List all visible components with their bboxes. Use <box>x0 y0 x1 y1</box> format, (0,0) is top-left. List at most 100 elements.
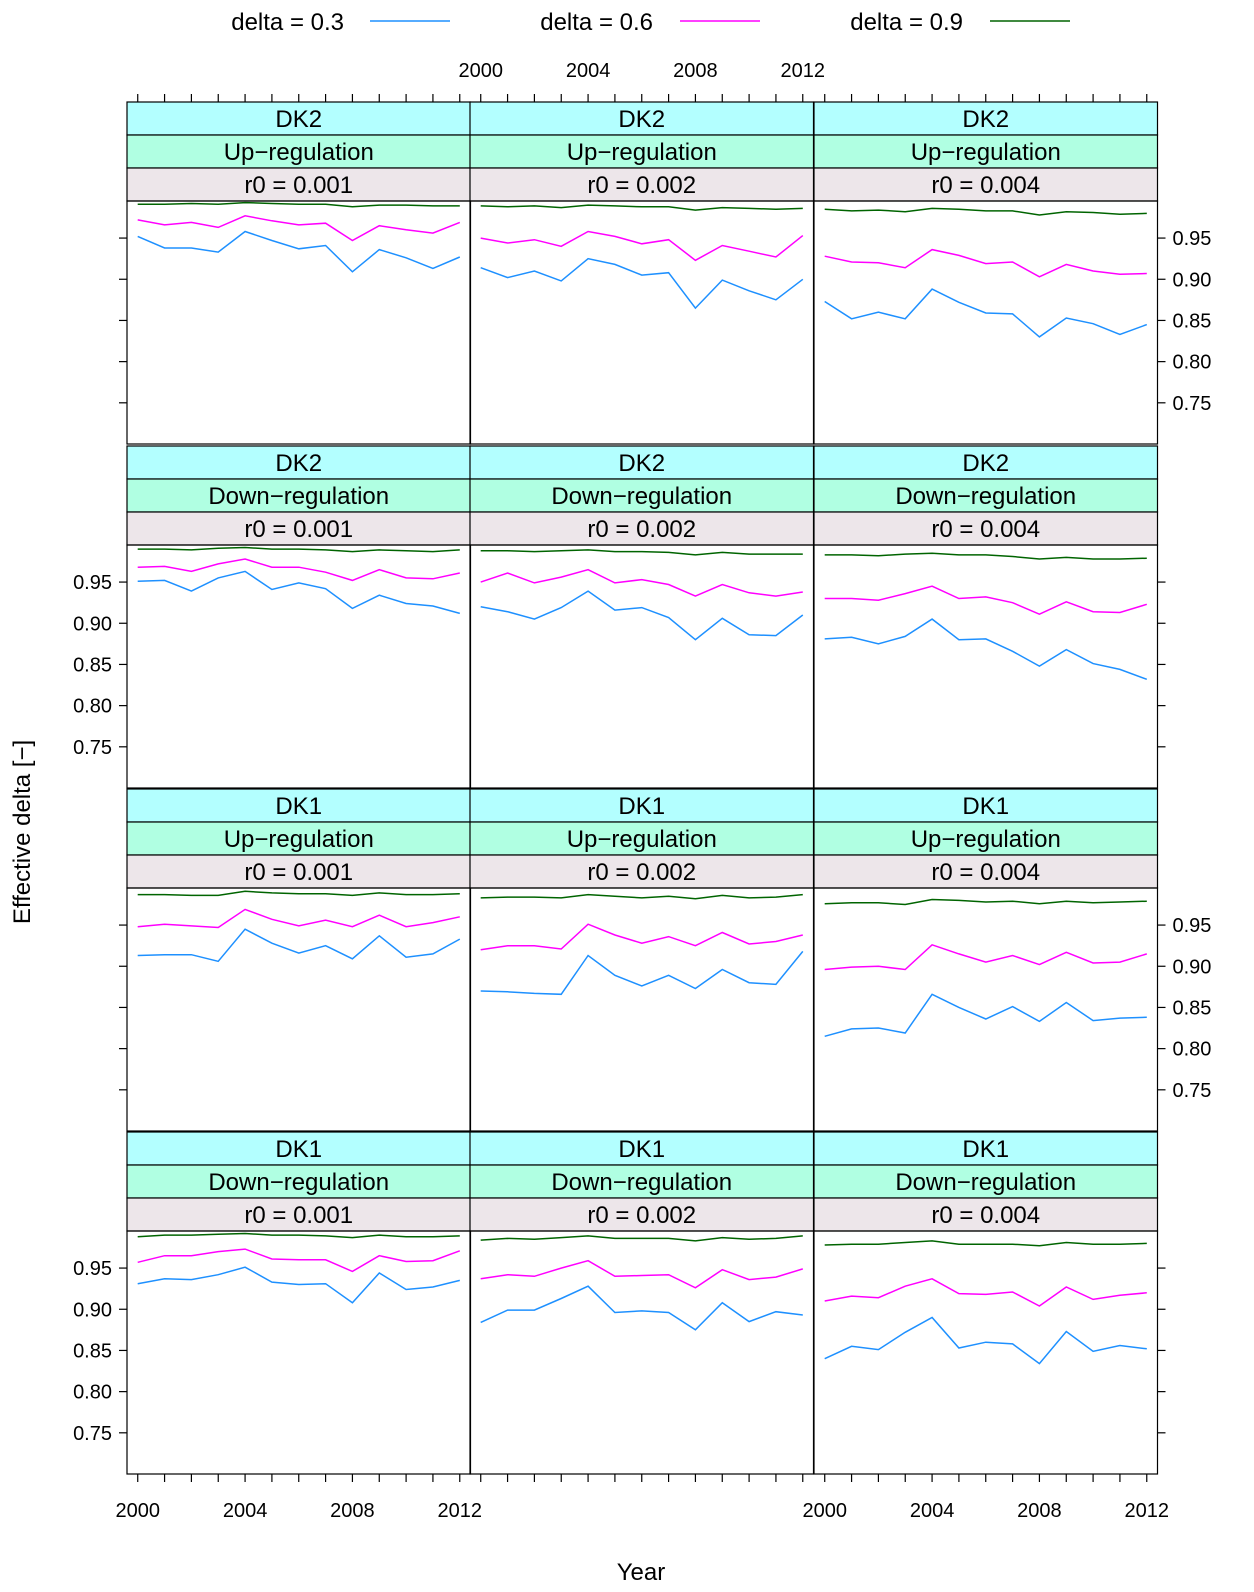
strip-r0-bg <box>126 511 472 546</box>
x-tick-label-bottom: 2012 <box>438 1500 483 1522</box>
strip-area-bg <box>813 1131 1159 1166</box>
y-tick-label-right: 0.85 <box>1173 310 1212 332</box>
legend: delta = 0.3 delta = 0.6 delta = 0.9 <box>231 9 1070 36</box>
strip-r0-label: r0 = 0.004 <box>931 172 1040 199</box>
panel-frame <box>469 1230 815 1475</box>
legend-label: delta = 0.9 <box>850 9 963 36</box>
series-line <box>480 568 803 597</box>
panel-frame <box>813 1230 1159 1475</box>
series-line <box>137 558 460 582</box>
panel: DK1 Down−regulation r0 = 0.002 <box>469 1131 815 1475</box>
series-line <box>137 201 460 208</box>
strip-direction-label: Up−regulation <box>911 139 1061 166</box>
panel-frame <box>126 1230 472 1475</box>
y-tick-label-left: 0.85 <box>73 1340 112 1362</box>
strip-r0-label: r0 = 0.001 <box>244 172 353 199</box>
x-tick-label-bottom: 2012 <box>1125 1500 1170 1522</box>
strip-r0-label: r0 = 0.001 <box>244 1202 353 1229</box>
y-tick-label-right: 0.95 <box>1173 228 1212 250</box>
series-line <box>137 1248 461 1273</box>
strip-direction-bg <box>813 134 1159 169</box>
y-tick-label-right: 0.80 <box>1173 1039 1212 1061</box>
series-line <box>137 908 460 929</box>
y-tick-label-left: 0.75 <box>73 737 112 759</box>
y-tick-label-left: 0.75 <box>73 1423 112 1445</box>
series-line <box>824 1316 1147 1365</box>
y-tick-label-left: 0.80 <box>73 696 112 718</box>
series-line <box>137 546 460 553</box>
y-tick-label-right: 0.95 <box>1173 915 1212 937</box>
panel: DK2 Down−regulation r0 = 0.001 <box>126 445 472 789</box>
panel: DK2 Down−regulation r0 = 0.004 <box>813 445 1159 789</box>
series-line <box>137 890 460 897</box>
strip-r0-label: r0 = 0.001 <box>244 859 353 886</box>
x-tick-label-bottom: 2000 <box>802 1500 847 1522</box>
series-line <box>480 893 803 900</box>
strip-area-bg <box>813 788 1159 823</box>
strip-area-bg <box>126 445 472 480</box>
panel-frame <box>469 887 815 1132</box>
x-tick-label-bottom: 2008 <box>1017 1500 1062 1522</box>
strip-r0-label: r0 = 0.002 <box>587 1202 696 1229</box>
strip-area-label: DK1 <box>275 1136 322 1163</box>
series-line <box>824 585 1148 616</box>
series-line <box>824 1240 1147 1247</box>
series-line <box>480 923 803 951</box>
x-tick-label-top: 2008 <box>673 60 718 82</box>
strip-r0-bg <box>813 1197 1159 1232</box>
panel: DK1 Up−regulation r0 = 0.004 <box>813 788 1159 1132</box>
strip-area-bg <box>813 445 1159 480</box>
strip-direction-label: Down−regulation <box>895 1169 1076 1196</box>
panel: DK2 Up−regulation r0 = 0.002 <box>469 101 815 445</box>
strip-area-label: DK2 <box>275 106 322 133</box>
series-line <box>137 230 461 273</box>
series-line <box>824 898 1147 906</box>
series-line <box>824 288 1148 338</box>
strip-area-label: DK1 <box>962 1136 1009 1163</box>
series-line <box>137 215 461 242</box>
strip-area-label: DK1 <box>962 793 1009 820</box>
panel-frame <box>469 200 815 445</box>
panel: DK2 Up−regulation r0 = 0.001 <box>126 101 472 445</box>
strip-r0-label: r0 = 0.001 <box>244 516 353 543</box>
y-tick-label-left: 0.95 <box>73 1258 112 1280</box>
strip-direction-bg <box>469 821 815 856</box>
strip-direction-label: Down−regulation <box>895 483 1076 510</box>
x-tick-label-top: 2000 <box>458 60 503 82</box>
strip-direction-label: Up−regulation <box>224 139 374 166</box>
x-tick-label-bottom: 2004 <box>223 1500 268 1522</box>
y-tick-label-right: 0.90 <box>1173 269 1212 291</box>
strip-area-label: DK2 <box>618 450 665 477</box>
series-line <box>480 230 804 262</box>
series-line <box>480 1235 803 1242</box>
strip-area-label: DK2 <box>962 450 1009 477</box>
series-line <box>824 248 1147 278</box>
x-axis-title: Year <box>617 1559 666 1586</box>
strip-r0-label: r0 = 0.004 <box>931 859 1040 886</box>
y-tick-label-left: 0.85 <box>73 654 112 676</box>
x-tick-label-bottom: 2000 <box>115 1500 160 1522</box>
panel: DK1 Up−regulation r0 = 0.002 <box>469 788 815 1132</box>
strip-direction-label: Up−regulation <box>911 826 1061 853</box>
series-line <box>480 590 804 641</box>
y-tick-label-right: 0.75 <box>1173 1080 1212 1102</box>
panels: DK2 Up−regulation r0 = 0.001 DK2 Up−regulati… <box>126 101 1159 1475</box>
y-axis-title: Effective delta [−] <box>9 740 36 924</box>
strip-area-bg <box>126 1131 472 1166</box>
x-tick-label-top: 2012 <box>781 60 826 82</box>
panel: DK1 Down−regulation r0 = 0.001 <box>126 1131 472 1475</box>
strip-r0-bg <box>469 854 815 889</box>
panel: DK2 Down−regulation r0 = 0.002 <box>469 445 815 789</box>
panel: DK2 Up−regulation r0 = 0.004 <box>813 101 1159 445</box>
series-line <box>824 618 1148 681</box>
strip-r0-bg <box>813 167 1159 202</box>
y-tick-label-left: 0.95 <box>73 572 112 594</box>
x-tick-label-bottom: 2004 <box>910 1500 955 1522</box>
panel-frame <box>126 544 472 789</box>
series-line <box>824 552 1147 560</box>
series-line <box>137 928 461 963</box>
series-line <box>137 1266 460 1304</box>
series-line <box>480 257 804 310</box>
